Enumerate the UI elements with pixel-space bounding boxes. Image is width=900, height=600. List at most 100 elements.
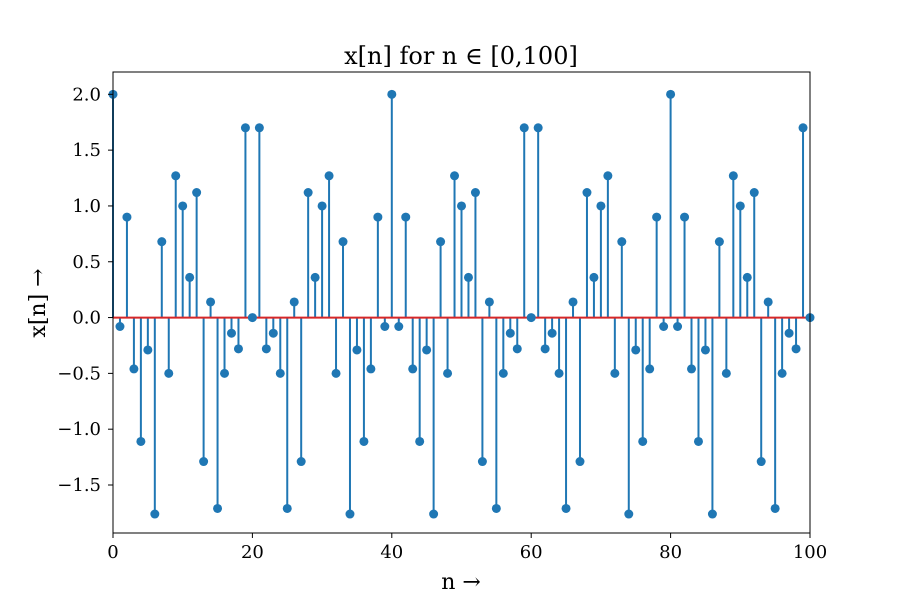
stem-marker	[784, 328, 794, 338]
stem-marker	[206, 297, 216, 307]
stem-marker	[756, 457, 766, 467]
stem-marker	[735, 201, 745, 211]
stem-marker	[791, 344, 801, 354]
y-axis-label: x[n] →	[26, 268, 51, 337]
stem-marker	[136, 436, 146, 446]
stem-marker	[415, 436, 425, 446]
stem-marker	[338, 237, 348, 247]
stem-marker	[436, 237, 446, 247]
x-tick-label: 40	[380, 542, 403, 563]
y-tick-label: 1.5	[72, 140, 101, 161]
stem-marker	[652, 212, 662, 222]
stem-marker	[331, 368, 341, 378]
y-tick-label: −1.0	[57, 419, 101, 440]
stem-marker	[582, 188, 592, 198]
stem-marker	[596, 201, 606, 211]
stem-marker	[115, 321, 125, 331]
stem-marker	[129, 364, 139, 374]
stem-marker	[714, 237, 724, 247]
stem-marker	[254, 123, 264, 133]
stem-marker	[589, 272, 599, 282]
stem-marker	[568, 297, 578, 307]
y-tick-label: −0.5	[57, 363, 101, 384]
y-tick-label: 0.0	[72, 308, 101, 329]
x-tick-label: 100	[793, 542, 827, 563]
stem-marker	[666, 89, 676, 99]
stem-marker	[700, 345, 710, 355]
stem-marker	[150, 509, 160, 519]
stem-marker	[457, 201, 466, 211]
stem-marker	[317, 201, 327, 211]
stem-marker	[226, 328, 236, 338]
stem-marker	[763, 297, 773, 307]
stem-marker	[749, 188, 759, 198]
stem-marker	[770, 503, 780, 513]
stem-marker	[533, 123, 543, 133]
stem-marker	[422, 345, 432, 355]
plot-marks	[108, 89, 815, 519]
stem-marker	[777, 368, 787, 378]
stem-marker	[164, 368, 174, 378]
x-axis-label: n →	[441, 570, 481, 595]
y-axis: −1.5 −1.0 −0.5 0.0 0.5 1.0 1.5 2.0	[57, 84, 113, 496]
stem-marker	[505, 328, 515, 338]
stem-marker	[352, 345, 362, 355]
stem-marker	[575, 457, 585, 467]
x-axis: 0 20 40 60 80 100	[107, 533, 827, 563]
stem-marker	[693, 436, 703, 446]
stem-marker	[687, 364, 697, 374]
stem-marker	[199, 457, 209, 467]
stem-marker	[443, 368, 453, 378]
stem-marker	[450, 171, 460, 181]
stem-marker	[143, 345, 153, 355]
y-tick-label: 1.0	[72, 196, 101, 217]
stem-marker	[603, 171, 613, 181]
stem-marker	[122, 212, 132, 222]
stem-marker	[526, 313, 536, 323]
stem-marker	[387, 89, 397, 99]
stem-marker	[261, 344, 271, 354]
stem-marker	[519, 123, 529, 133]
stem-marker	[275, 368, 285, 378]
stem-marker	[512, 344, 522, 354]
stem-marker	[192, 188, 202, 198]
stem-marker	[491, 503, 501, 513]
stem-marker	[610, 368, 620, 378]
stem-marker	[484, 297, 494, 307]
stem-marker	[470, 188, 480, 198]
stem-marker	[220, 368, 230, 378]
chart-title: x[n] for n ∈ [0,100]	[344, 42, 578, 70]
stem-marker	[707, 509, 717, 519]
stem-marker	[673, 321, 683, 331]
stem-marker	[742, 272, 752, 282]
stem-marker	[638, 436, 648, 446]
stem-marker	[624, 509, 634, 519]
stem-marker	[157, 237, 167, 247]
stem-marker	[345, 509, 355, 519]
stem-marker	[645, 364, 655, 374]
stem-marker	[547, 328, 557, 338]
stem-marker	[380, 321, 390, 331]
y-tick-label: 0.5	[72, 252, 101, 273]
stem-marker	[247, 313, 257, 323]
stem-marker	[617, 237, 627, 247]
stem-marker	[659, 321, 669, 331]
x-tick-label: 60	[520, 542, 543, 563]
y-tick-label: −1.5	[57, 475, 101, 496]
stem-marker	[394, 321, 404, 331]
stem-marker	[171, 171, 181, 181]
stem-marker	[721, 368, 731, 378]
stem-marker	[463, 272, 473, 282]
plot-frame	[112, 71, 811, 534]
stem-marker	[498, 368, 508, 378]
stem-marker	[282, 503, 292, 513]
stem-marker	[477, 457, 487, 467]
stem-marker	[373, 212, 383, 222]
stem-marker	[233, 344, 243, 354]
stem-marker	[296, 457, 306, 467]
stem-marker	[178, 201, 188, 211]
y-tick-label: 2.0	[72, 84, 101, 105]
stem-marker	[540, 344, 550, 354]
stem-marker	[310, 272, 320, 282]
